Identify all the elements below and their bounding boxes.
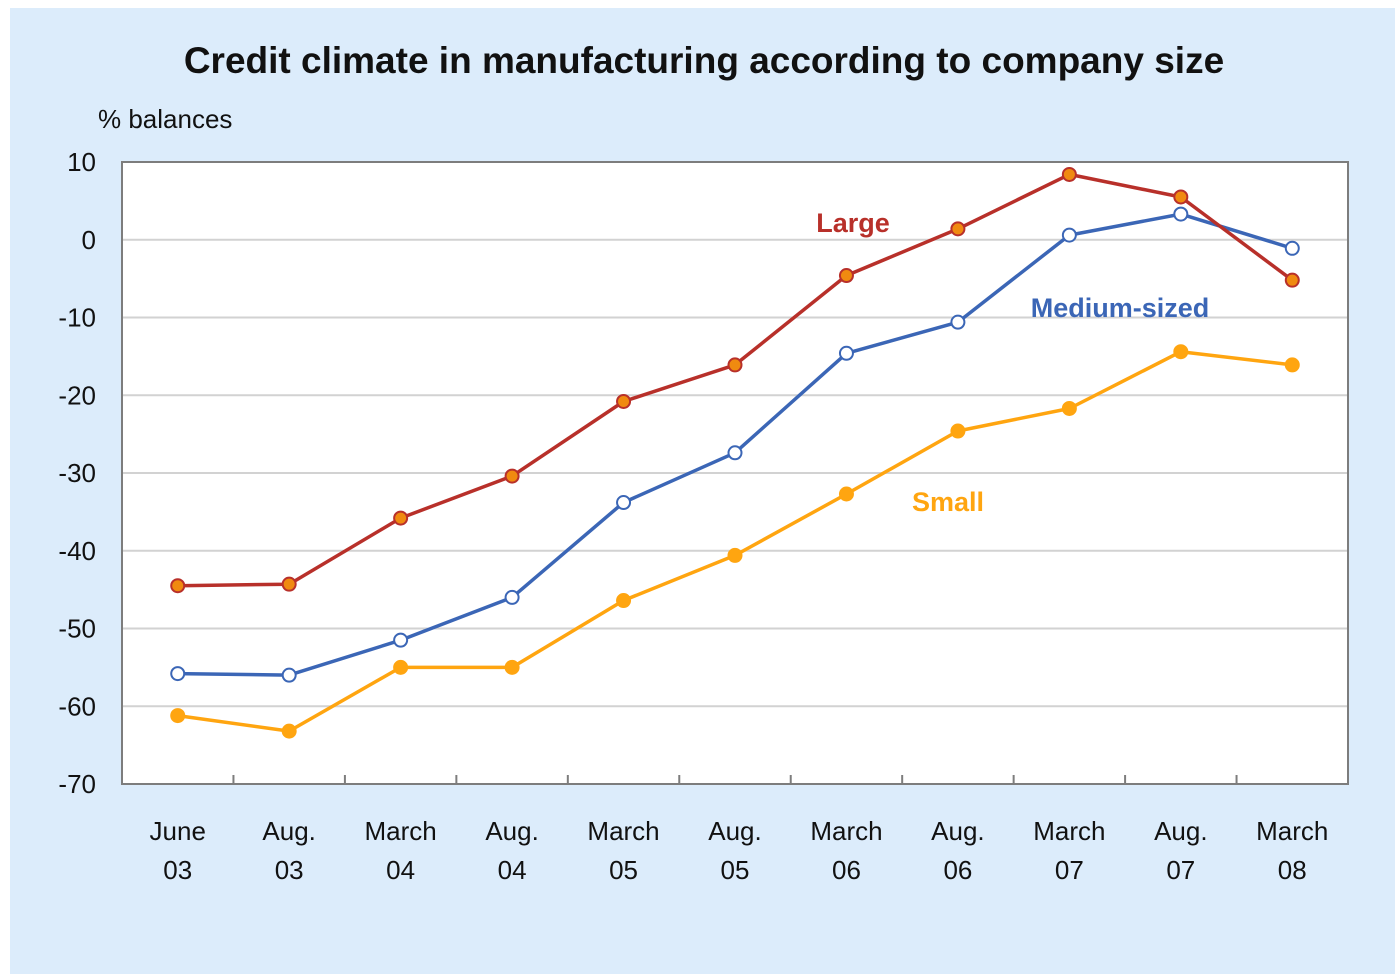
data-point-large [281, 576, 297, 592]
data-point-small [1284, 357, 1300, 373]
x-tick-label: Aug. 07 [1154, 816, 1208, 885]
x-tick-label: Aug. 05 [708, 816, 762, 885]
data-point-medium-sized [504, 589, 520, 605]
data-point-large [727, 357, 743, 373]
x-tick-label: March 06 [810, 816, 882, 885]
x-tick-label: Aug. 03 [262, 816, 316, 885]
data-point-small [1061, 400, 1077, 416]
data-point-large [1061, 166, 1077, 182]
series-label-large: Large [816, 208, 890, 238]
data-point-small [616, 593, 632, 609]
data-point-small [504, 659, 520, 675]
data-point-large [616, 393, 632, 409]
y-tick-label: -10 [58, 303, 96, 333]
data-point-small [727, 547, 743, 563]
data-point-small [950, 423, 966, 439]
data-point-large [950, 221, 966, 237]
data-point-medium-sized [727, 445, 743, 461]
chart-title: Credit climate in manufacturing accordin… [183, 40, 1225, 81]
data-point-medium-sized [1284, 240, 1300, 256]
x-tick-label: Aug. 06 [931, 816, 985, 885]
y-tick-label: 10 [67, 147, 96, 177]
x-tick-label: March 07 [1033, 816, 1105, 885]
data-point-large [170, 578, 186, 594]
data-point-large [1173, 189, 1189, 205]
data-point-medium-sized [616, 495, 632, 511]
data-point-medium-sized [1173, 206, 1189, 222]
data-point-medium-sized [393, 632, 409, 648]
data-point-small [838, 486, 854, 502]
plot-frame [121, 161, 1349, 785]
y-tick-label: -60 [58, 691, 96, 721]
x-tick-label: March 05 [587, 816, 659, 885]
data-point-large [838, 268, 854, 284]
y-tick-label: -70 [58, 769, 96, 799]
data-point-medium-sized [838, 345, 854, 361]
data-point-large [504, 468, 520, 484]
data-point-medium-sized [950, 314, 966, 330]
data-point-small [393, 659, 409, 675]
data-point-medium-sized [170, 666, 186, 682]
y-tick-label: 0 [82, 225, 96, 255]
data-point-medium-sized [1061, 227, 1077, 243]
data-point-large [393, 510, 409, 526]
y-axis-unit-label: % balances [98, 104, 233, 134]
x-tick-label: June 03 [150, 816, 206, 885]
y-tick-label: -20 [58, 380, 96, 410]
x-tick-label: Aug. 04 [485, 816, 539, 885]
x-tick-label: March 08 [1256, 816, 1328, 885]
y-tick-label: -30 [58, 458, 96, 488]
series-label-medium-sized: Medium-sized [1031, 293, 1210, 323]
data-point-small [1173, 344, 1189, 360]
data-point-small [281, 723, 297, 739]
data-point-medium-sized [281, 667, 297, 683]
series-label-small: Small [912, 487, 984, 517]
y-tick-label: -40 [58, 536, 96, 566]
y-tick-label: -50 [58, 614, 96, 644]
data-point-small [170, 708, 186, 724]
x-tick-label: March 04 [365, 816, 437, 885]
data-point-large [1284, 272, 1300, 288]
